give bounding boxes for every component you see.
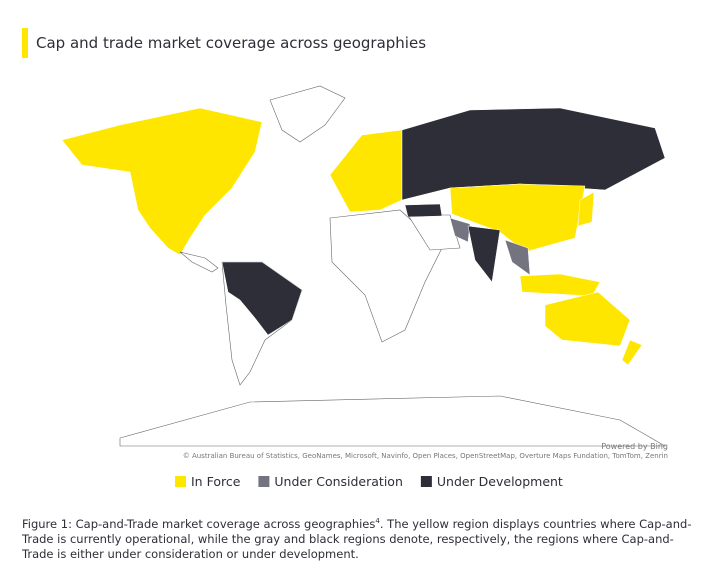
russia (401, 107, 666, 201)
legend-label: Under Development (437, 474, 563, 489)
antarctica (119, 395, 667, 447)
caption-text: . The yellow region displays countries w… (22, 516, 692, 561)
legend: In Force Under Consideration Under Develop… (175, 474, 563, 489)
legend-swatch (175, 476, 186, 487)
legend-swatch (420, 476, 432, 487)
powered-by: Powered by Bing (601, 442, 668, 451)
caption: Figure 1: Cap-and-Trade market coverage … (22, 514, 702, 562)
footnote-ref: 4 (375, 517, 380, 525)
pakistan (449, 217, 471, 243)
new-zealand (621, 339, 643, 366)
caption-text: Figure 1: Cap-and-Trade market coverage … (22, 516, 376, 531)
central-america (179, 251, 219, 273)
legend-label: In Force (191, 474, 241, 489)
greenland (269, 85, 346, 143)
brazil-colombia (221, 261, 303, 336)
indonesia (519, 273, 601, 297)
legend-swatch (258, 476, 270, 487)
world-map (61, 85, 667, 447)
india (467, 225, 501, 283)
turkey (404, 203, 443, 218)
map-title: Cap and trade market coverage across geo… (22, 28, 426, 58)
japan-korea (577, 191, 595, 227)
north-america (61, 107, 263, 256)
legend-label: Under Consideration (274, 474, 402, 489)
southeast-asia (504, 239, 531, 276)
asia (449, 183, 586, 253)
australia (544, 291, 631, 347)
map: Powered by Bing © Australian Bureau of S… (61, 85, 668, 489)
europe (329, 129, 403, 213)
map-credits: © Australian Bureau of Statistics, GeoNa… (183, 452, 668, 460)
